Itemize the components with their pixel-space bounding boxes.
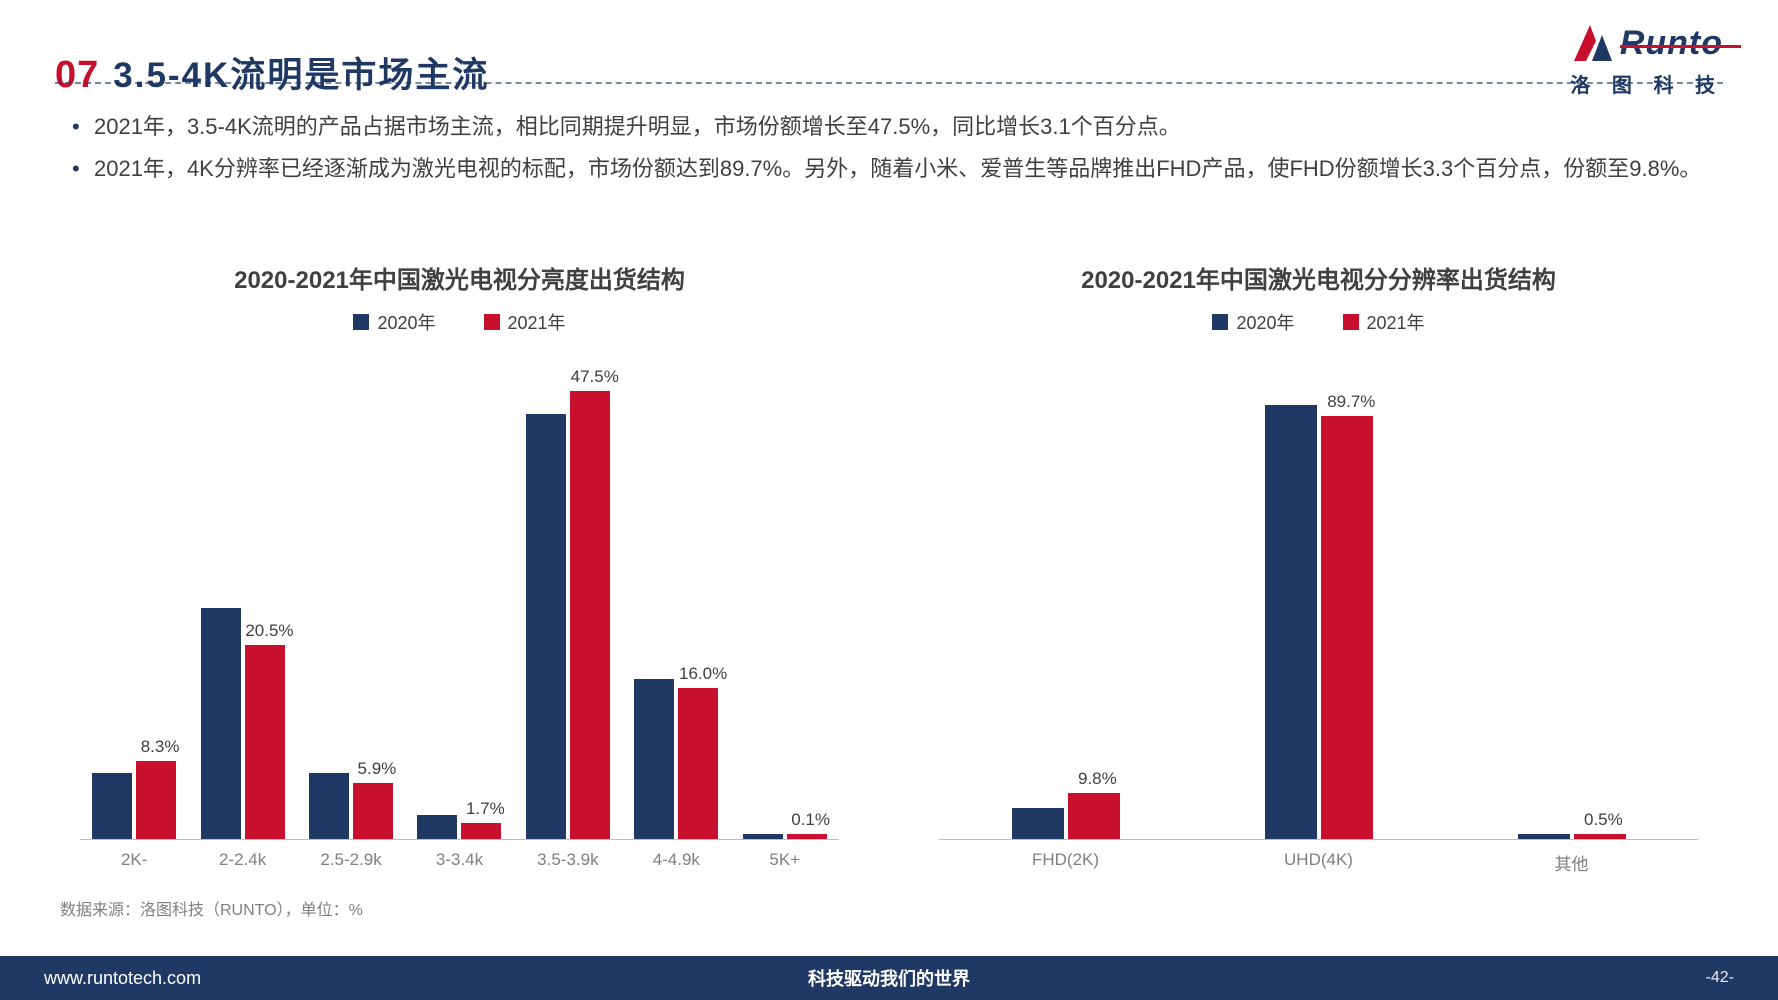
bar-value-label: 89.7% — [1327, 392, 1375, 416]
bullet-list: 2021年，3.5-4K流明的产品占据市场主流，相比同期提升明显，市场份额增长至… — [70, 106, 1708, 190]
legend-2020: 2020年 — [353, 309, 435, 335]
charts-row: 2020-2021年中国激光电视分亮度出货结构 2020年 2021年 8.3%… — [60, 260, 1718, 880]
bullet-item: 2021年，4K分辨率已经逐渐成为激光电视的标配，市场份额达到89.7%。另外，… — [70, 148, 1708, 190]
bar-2020 — [417, 815, 457, 839]
chart-title: 2020-2021年中国激光电视分分辨率出货结构 — [1081, 260, 1556, 295]
x-category-label: 4-4.9k — [622, 840, 730, 880]
bar-value-label: 0.5% — [1584, 810, 1623, 834]
swatch-2020 — [1212, 314, 1228, 330]
bar-group: 47.5% — [514, 367, 622, 839]
bar-2021: 1.7% — [461, 823, 501, 839]
bar-2020 — [92, 773, 132, 839]
bar-value-label: 0.1% — [791, 810, 830, 834]
bar-2021: 20.5% — [245, 645, 285, 839]
x-category-label: 其他 — [1445, 840, 1698, 880]
bar-2020 — [526, 414, 566, 839]
footer-page: -42- — [1706, 969, 1734, 987]
bar-2021: 47.5% — [570, 391, 610, 839]
section-number: 07 — [55, 54, 99, 97]
data-source: 数据来源：洛图科技（RUNTO），单位：% — [60, 896, 363, 920]
bar-2021: 8.3% — [136, 761, 176, 839]
swatch-2020 — [353, 314, 369, 330]
legend-2021: 2021年 — [484, 309, 566, 335]
swatch-2021 — [1343, 314, 1359, 330]
x-category-label: UHD(4K) — [1192, 840, 1445, 880]
bar-value-label: 8.3% — [141, 737, 180, 761]
bar-group: 8.3% — [80, 367, 188, 839]
bar-group: 1.7% — [405, 367, 513, 839]
page-title: 3.5-4K流明是市场主流 — [113, 47, 489, 98]
bar-2020 — [1265, 405, 1317, 839]
bar-group: 20.5% — [188, 367, 296, 839]
chart-legend: 2020年 2021年 — [1212, 309, 1424, 335]
legend-label: 2020年 — [377, 309, 435, 335]
x-category-label: 3-3.4k — [405, 840, 513, 880]
brightness-chart: 2020-2021年中国激光电视分亮度出货结构 2020年 2021年 8.3%… — [60, 260, 859, 880]
footer-slogan: 科技驱动我们的世界 — [808, 965, 970, 991]
bar-value-label: 1.7% — [466, 799, 505, 823]
bar-group: 0.1% — [731, 367, 839, 839]
chart-plot-right: 9.8% 89.7% 0.5% FHD(2K)UHD(4K)其他 — [919, 347, 1718, 880]
legend-label: 2021年 — [1367, 309, 1425, 335]
bar-value-label: 5.9% — [358, 759, 397, 783]
title-wrap: 07 3.5-4K流明是市场主流 — [55, 47, 489, 98]
bar-value-label: 16.0% — [679, 664, 727, 688]
bar-2020 — [1012, 808, 1064, 839]
logo-brand-text: Runto — [1620, 24, 1723, 63]
header-divider — [55, 82, 1723, 84]
bar-2021: 9.8% — [1068, 793, 1120, 839]
legend-2020: 2020年 — [1212, 309, 1294, 335]
bar-2021: 16.0% — [678, 688, 718, 839]
x-category-label: 3.5-3.9k — [514, 840, 622, 880]
x-category-label: 2.5-2.9k — [297, 840, 405, 880]
bar-group: 5.9% — [297, 367, 405, 839]
bar-2020 — [201, 608, 241, 839]
x-category-label: 5K+ — [731, 840, 839, 880]
swatch-2021 — [484, 314, 500, 330]
slide-footer: www.runtotech.com 科技驱动我们的世界 -42- — [0, 956, 1778, 1000]
resolution-chart: 2020-2021年中国激光电视分分辨率出货结构 2020年 2021年 9.8… — [919, 260, 1718, 880]
logo-top: Runto — [1568, 21, 1723, 67]
bar-2021: 89.7% — [1321, 416, 1373, 839]
chart-legend: 2020年 2021年 — [353, 309, 565, 335]
slide-header: 07 3.5-4K流明是市场主流 Runto 洛 图 科 技 — [55, 20, 1723, 98]
footer-url: www.runtotech.com — [44, 968, 201, 989]
bullet-item: 2021年，3.5-4K流明的产品占据市场主流，相比同期提升明显，市场份额增长至… — [70, 106, 1708, 148]
bar-group: 16.0% — [622, 367, 730, 839]
bar-value-label: 9.8% — [1078, 769, 1117, 793]
bar-value-label: 47.5% — [571, 367, 619, 391]
bar-2020 — [309, 773, 349, 839]
chart-plot-left: 8.3% 20.5% 5.9% 1.7% 47.5% 16.0% 0.1% 2K-2-2.4… — [60, 347, 859, 880]
logo-mark-icon — [1568, 21, 1614, 67]
x-category-label: 2K- — [80, 840, 188, 880]
runto-logo: Runto 洛 图 科 技 — [1483, 20, 1723, 98]
x-category-label: FHD(2K) — [939, 840, 1192, 880]
x-category-label: 2-2.4k — [188, 840, 296, 880]
bar-group: 0.5% — [1445, 367, 1698, 839]
bar-2021: 5.9% — [353, 783, 393, 839]
legend-label: 2020年 — [1236, 309, 1294, 335]
bar-group: 89.7% — [1192, 367, 1445, 839]
legend-2021: 2021年 — [1343, 309, 1425, 335]
bar-value-label: 20.5% — [245, 621, 293, 645]
bar-2020 — [634, 679, 674, 839]
bar-group: 9.8% — [939, 367, 1192, 839]
legend-label: 2021年 — [508, 309, 566, 335]
chart-title: 2020-2021年中国激光电视分亮度出货结构 — [234, 260, 685, 295]
